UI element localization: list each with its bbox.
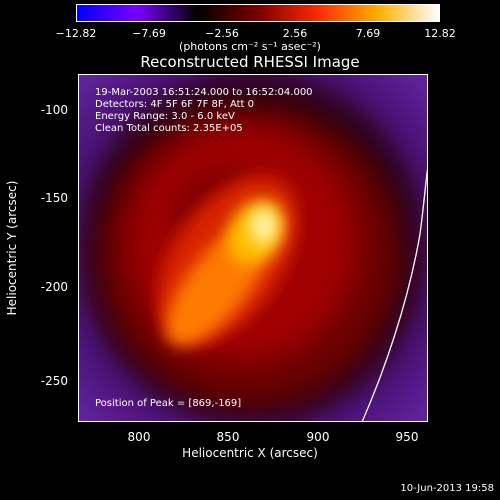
image-canvas (78, 74, 428, 422)
annotation-energy: Energy Range: 3.0 - 6.0 keV (95, 111, 235, 122)
x-tick-label: 950 (395, 430, 419, 444)
colorbar-tick: −2.56 (205, 27, 239, 40)
annotation-detectors: Detectors: 4F 5F 6F 7F 8F, Att 0 (95, 99, 255, 110)
y-tick-label: -100 (40, 103, 68, 117)
annotation-time-range: 19-Mar-2003 16:51:24.000 to 16:52:04.000 (95, 87, 313, 98)
x-tick-label: 800 (127, 430, 151, 444)
timestamp: 10-Jun-2013 19:58 (400, 483, 494, 494)
annotation-clean: Clean Total counts: 2.35E+05 (95, 123, 243, 134)
x-axis-title: Heliocentric X (arcsec) (182, 446, 318, 460)
colorbar (76, 4, 440, 22)
colorbar-tick: 12.82 (424, 27, 456, 40)
solar-limb (361, 165, 428, 422)
plot-title: Reconstructed RHESSI Image (140, 53, 360, 71)
x-tick-label: 900 (306, 430, 330, 444)
y-tick-label: -250 (40, 374, 68, 388)
colorbar-tick: 7.69 (355, 27, 381, 40)
colorbar-tick: 2.56 (282, 27, 308, 40)
source-peak (251, 208, 277, 244)
y-axis-title: Heliocentric Y (arcsec) (5, 180, 19, 316)
colorbar-tick: −12.82 (55, 27, 97, 40)
y-tick-label: -150 (40, 191, 68, 205)
rhessi-image (78, 74, 428, 422)
colorbar-tick: −7.69 (132, 27, 166, 40)
colorbar-unit: (photons cm⁻² s⁻¹ asec⁻²) (179, 40, 321, 53)
x-tick-label: 850 (216, 430, 240, 444)
annotation-peak: Position of Peak = [869,-169] (95, 398, 242, 409)
y-tick-label: -200 (40, 280, 68, 294)
